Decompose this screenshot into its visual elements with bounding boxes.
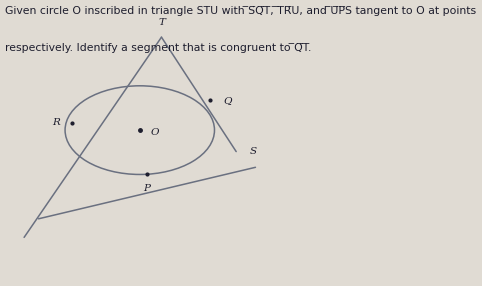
Text: Q: Q [223, 96, 232, 105]
Text: O: O [150, 128, 159, 137]
Text: S: S [250, 147, 257, 156]
Text: Given circle O inscribed in triangle STU with ̅S̅Q̅T, ̅T̅R̅U, and ̅U̅P̅S tangent: Given circle O inscribed in triangle STU… [5, 6, 476, 16]
Text: P: P [144, 184, 150, 192]
Text: R: R [53, 118, 60, 128]
Text: T: T [158, 18, 165, 27]
Text: respectively. Identify a segment that is congruent to ̅Q̅T.: respectively. Identify a segment that is… [5, 43, 311, 53]
